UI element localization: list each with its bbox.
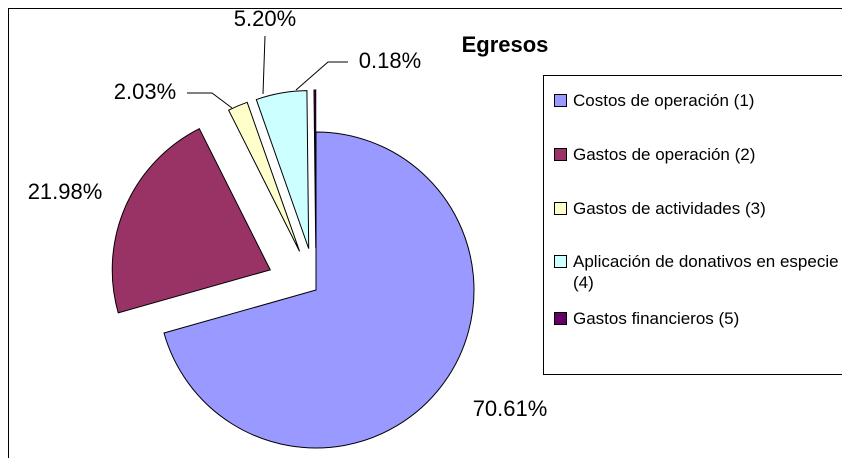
data-label: 21.98% [28,179,103,204]
legend-label: Aplicación de donativos en especie (4) [573,252,839,292]
pie-slice [255,90,310,249]
data-label: 5.20% [234,6,296,31]
legend: Costos de operación (1) Gastos de operaci… [543,75,842,375]
chart-title: Egresos [462,32,549,57]
legend-item: Gastos financieros (5) [554,308,842,329]
legend-swatch [554,255,567,268]
legend-swatch [554,312,567,325]
legend-item: Gastos de operación (2) [554,144,842,165]
pie-slice [163,131,475,449]
pie-slice [313,89,317,249]
legend-swatch [554,94,567,107]
data-label: 0.18% [359,48,421,73]
legend-swatch [554,202,567,215]
leader-lines [187,35,348,109]
frame [8,8,842,458]
legend-item: Costos de operación (1) [554,90,842,111]
pie-slice [111,128,271,314]
legend-item: Gastos de actividades (3) [554,198,842,219]
data-label: 70.61% [473,396,548,421]
data-label: 2.03% [114,79,176,104]
pie-slice [227,101,301,252]
legend-item: Aplicación de donativos en especie (4) [554,251,842,293]
legend-label: Gastos de operación (2) [573,145,756,164]
legend-label: Gastos de actividades (3) [573,199,766,218]
legend-label: Costos de operación (1) [573,91,755,110]
legend-label: Gastos financieros (5) [573,309,740,328]
leader-line [187,92,233,109]
leader-line [295,61,348,91]
leader-line [262,35,266,95]
legend-swatch [554,148,567,161]
